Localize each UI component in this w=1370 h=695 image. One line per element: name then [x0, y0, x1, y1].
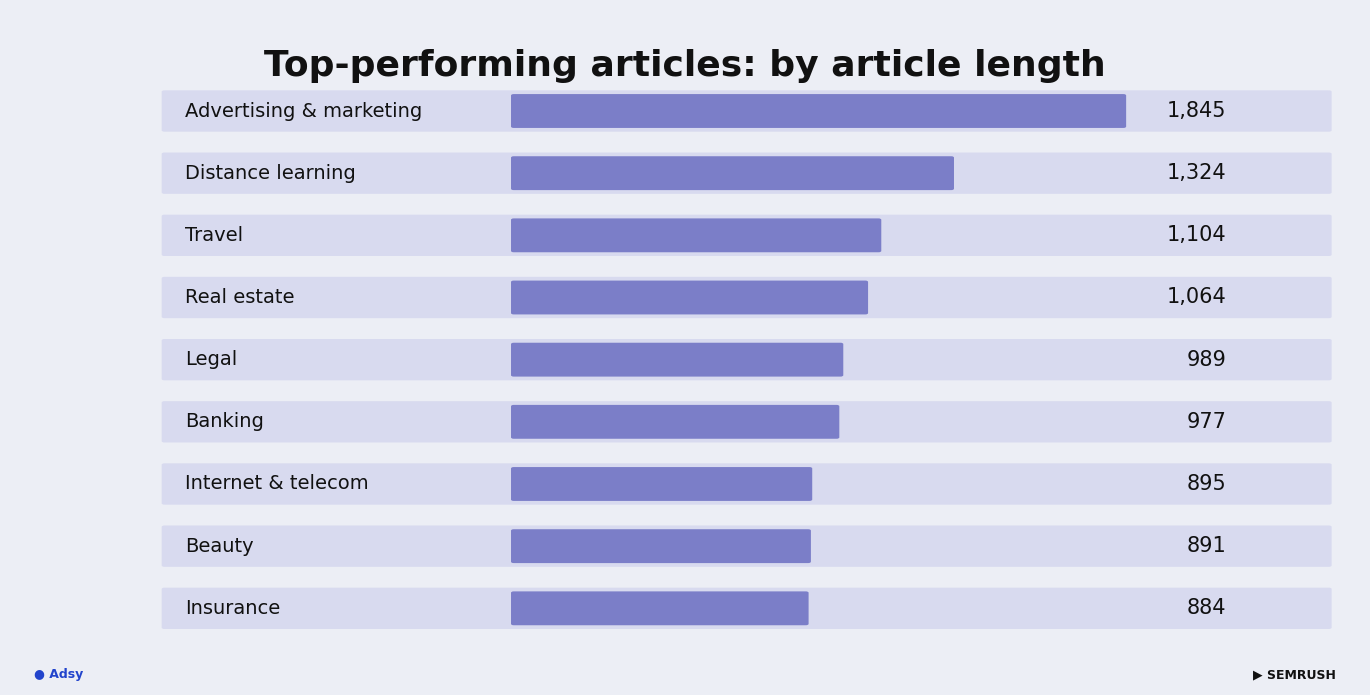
Text: Distance learning: Distance learning — [185, 163, 356, 183]
Text: 884: 884 — [1186, 598, 1226, 619]
Text: Advertising & marketing: Advertising & marketing — [185, 101, 422, 120]
Text: Travel: Travel — [185, 226, 242, 245]
Text: 1,064: 1,064 — [1166, 288, 1226, 307]
Text: Real estate: Real estate — [185, 288, 295, 307]
Text: ▶ SEMRUSH: ▶ SEMRUSH — [1254, 668, 1336, 681]
Text: 1,845: 1,845 — [1167, 101, 1226, 121]
Text: 1,104: 1,104 — [1166, 225, 1226, 245]
Text: Legal: Legal — [185, 350, 237, 369]
Text: Insurance: Insurance — [185, 599, 281, 618]
Text: Banking: Banking — [185, 412, 264, 432]
Text: 891: 891 — [1186, 536, 1226, 556]
Text: Top-performing articles: by article length: Top-performing articles: by article leng… — [264, 49, 1106, 83]
Text: ● Adsy: ● Adsy — [34, 668, 84, 681]
Text: Internet & telecom: Internet & telecom — [185, 475, 369, 493]
Text: 977: 977 — [1186, 412, 1226, 432]
Text: 1,324: 1,324 — [1166, 163, 1226, 183]
Text: Beauty: Beauty — [185, 537, 253, 556]
Text: 989: 989 — [1186, 350, 1226, 370]
Text: 895: 895 — [1186, 474, 1226, 494]
